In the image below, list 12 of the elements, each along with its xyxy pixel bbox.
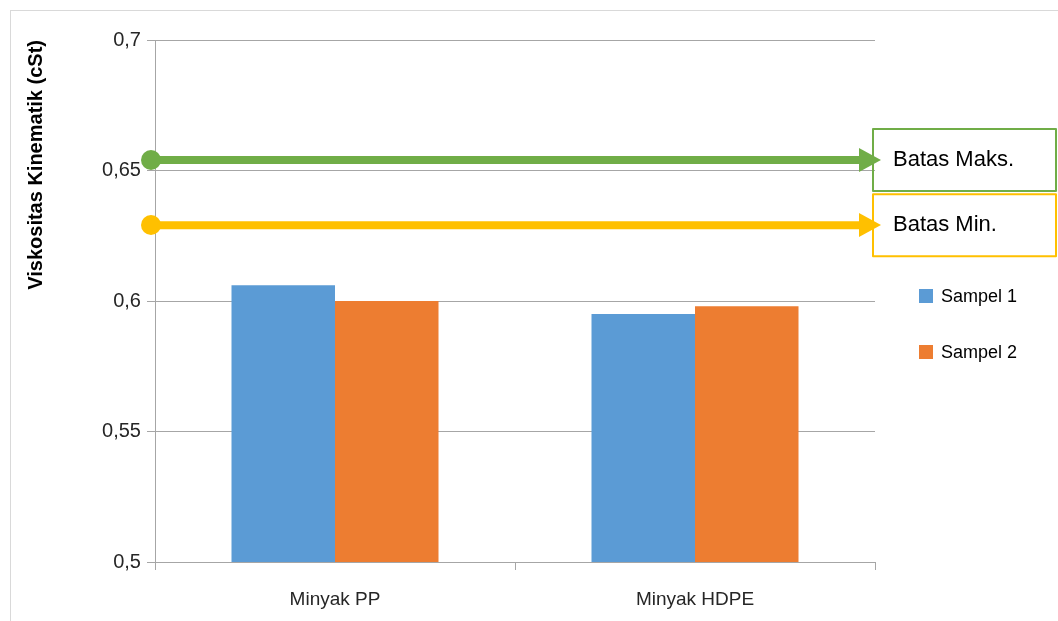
y-tick-label: 0,55 xyxy=(102,419,141,442)
x-tick-label: Minyak HDPE xyxy=(635,587,755,609)
ref-line-label: Batas Min. xyxy=(893,211,997,237)
y-tick-label: 0,5 xyxy=(113,549,141,572)
legend-label: Sampel 2 xyxy=(941,341,1018,362)
x-tick-label: Minyak PP xyxy=(289,587,381,609)
y-axis-title: Viskositas Kinematik (cSt) xyxy=(23,40,46,290)
y-tick-label: 0,6 xyxy=(113,288,141,311)
y-tick-label: 0,7 xyxy=(113,27,141,50)
legend-label: Sampel 1 xyxy=(941,285,1018,306)
y-tick-label: 0,65 xyxy=(102,158,141,181)
ref-line-label: Batas Maks. xyxy=(893,146,1015,172)
